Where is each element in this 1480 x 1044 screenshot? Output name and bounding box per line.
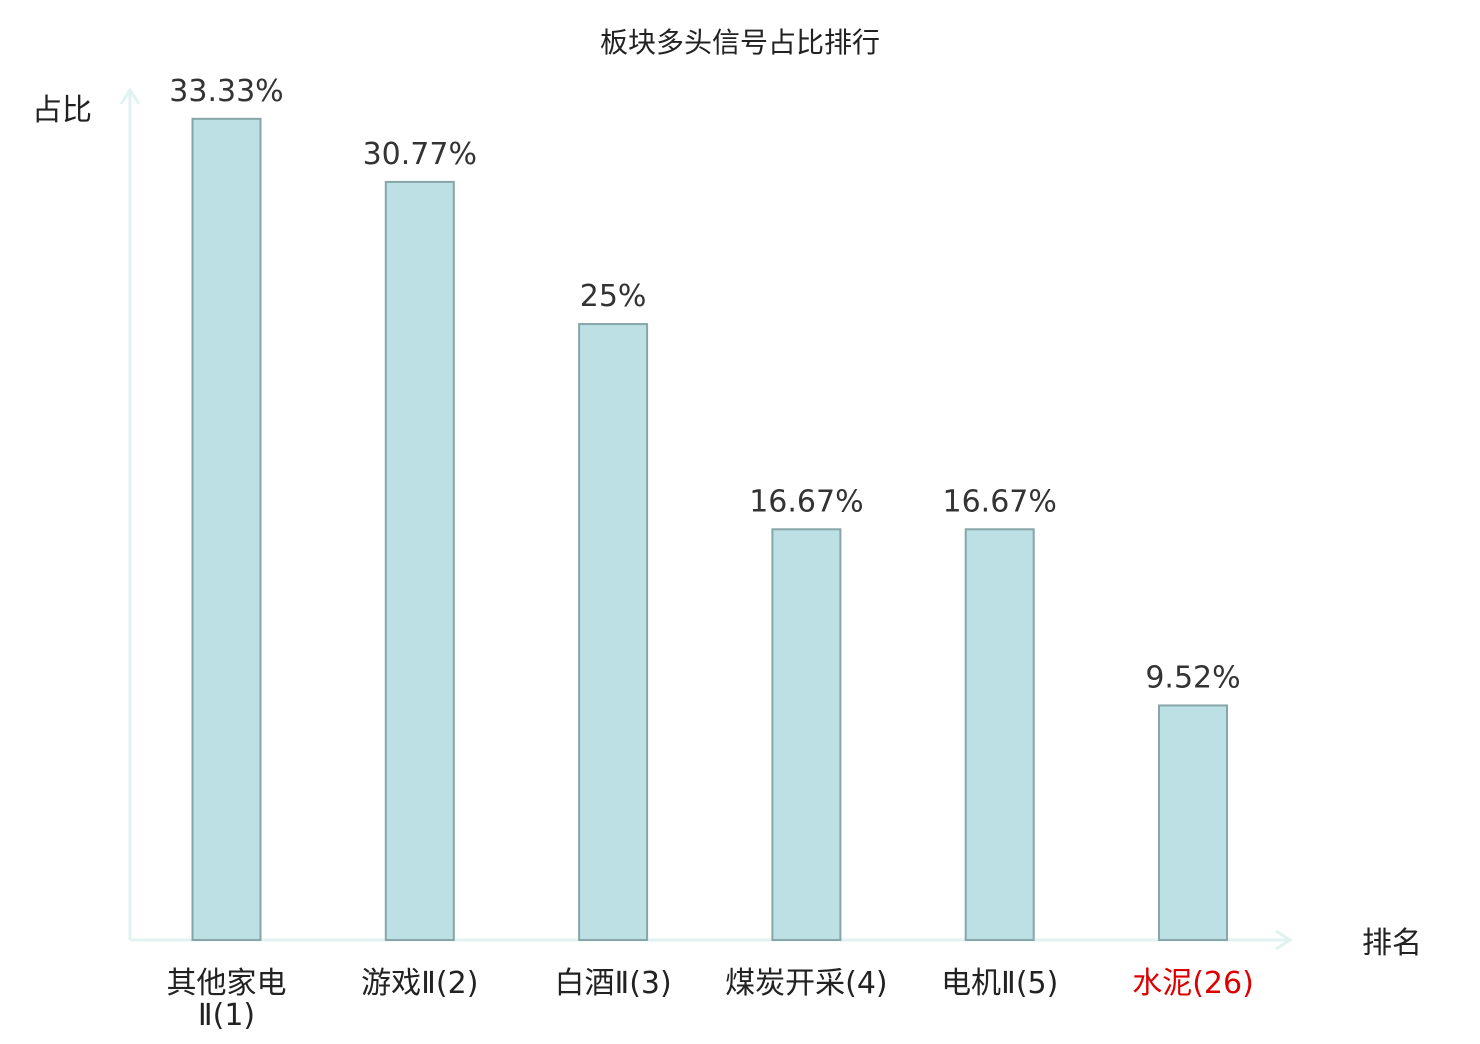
- x-tick-label-line: 水泥(26): [1132, 966, 1254, 1001]
- x-tick-label-line: 电机Ⅱ(5): [941, 966, 1058, 1001]
- axes: [119, 87, 1293, 951]
- bar: [1158, 704, 1228, 941]
- x-tick-label: 电机Ⅱ(5): [941, 966, 1058, 1001]
- x-tick-label: 煤炭开采(4): [725, 966, 888, 1001]
- y-axis-arrow: [119, 87, 141, 105]
- bar: [578, 323, 649, 941]
- x-tick-labels-group: 其他家电 Ⅱ(1) 游戏Ⅱ(2) 白酒Ⅱ(3) 煤炭开采(4) 电机Ⅱ(5) 水泥(26): [167, 966, 1254, 1033]
- x-tick-label-line: 其他家电: [167, 966, 287, 1001]
- data-label: 33.33%: [169, 74, 283, 109]
- data-label: 9.52%: [1145, 660, 1240, 695]
- chart-title: 板块多头信号占比排行: [600, 26, 880, 59]
- x-tick-label: 游戏Ⅱ(2): [361, 966, 478, 1001]
- data-label: 30.77%: [363, 137, 477, 172]
- bar: [384, 180, 455, 941]
- bar: [964, 528, 1035, 941]
- x-axis-label: 排名: [1362, 926, 1422, 961]
- x-axis-arrow: [1275, 929, 1293, 951]
- x-tick-label: 白酒Ⅱ(3): [554, 966, 671, 1001]
- bars-group: [191, 117, 1228, 941]
- data-label: 16.67%: [943, 484, 1057, 519]
- value-labels-group: 33.33% 30.77% 25% 16.67% 16.67% 9.52%: [169, 74, 1240, 696]
- y-axis-label: 占比: [32, 93, 92, 128]
- x-tick-label-line: 游戏Ⅱ(2): [361, 966, 478, 1001]
- x-tick-label: 水泥(26): [1132, 966, 1254, 1001]
- bar: [191, 117, 262, 941]
- x-tick-label-line: Ⅱ(1): [198, 998, 255, 1033]
- data-label: 25%: [580, 279, 647, 314]
- x-tick-label: 其他家电 Ⅱ(1): [167, 966, 287, 1033]
- x-tick-label-line: 煤炭开采(4): [725, 966, 888, 1001]
- bar: [771, 528, 842, 941]
- x-tick-label-line: 白酒Ⅱ(3): [554, 966, 671, 1001]
- data-label: 16.67%: [749, 484, 863, 519]
